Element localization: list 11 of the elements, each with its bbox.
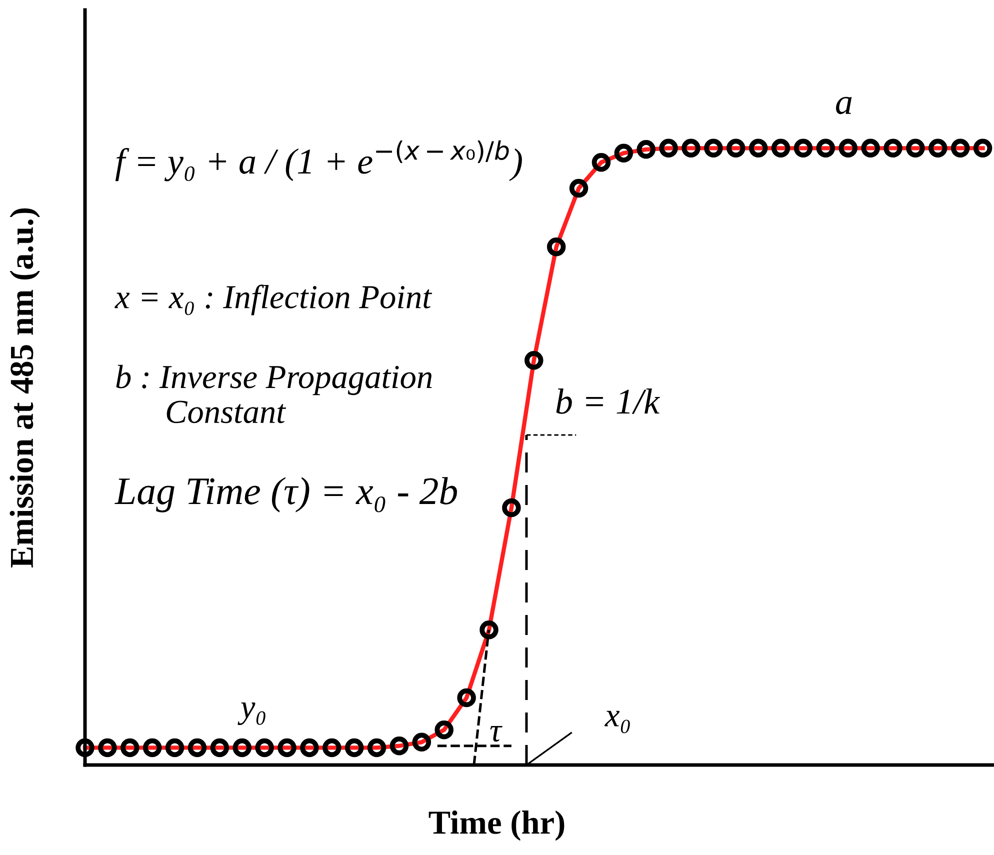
annotation: f = y₀ + a / (1 + e$^{−(x−x₀)/b}$): [115, 140, 522, 182]
annotation: x = x₀ : Inflection Point: [114, 284, 432, 316]
annotation: Lag Time (τ) = x₀ - 2b: [114, 477, 457, 512]
annotation: x₀: [604, 710, 630, 734]
x-axis-title: Time (hr): [428, 810, 564, 841]
y-axis-title: Emission at 485 nm (a.u.): [10, 208, 40, 568]
text: a: [836, 96, 852, 114]
annotation: b = 1/k: [556, 388, 660, 414]
annotation: y₀: [238, 702, 266, 725]
annotation: τ: [490, 726, 502, 742]
annotation: b : Inverse Propagation Constant: [116, 364, 432, 424]
